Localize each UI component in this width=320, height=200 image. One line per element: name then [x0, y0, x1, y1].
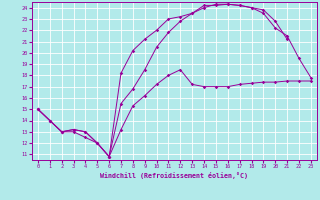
X-axis label: Windchill (Refroidissement éolien,°C): Windchill (Refroidissement éolien,°C)	[100, 172, 248, 179]
